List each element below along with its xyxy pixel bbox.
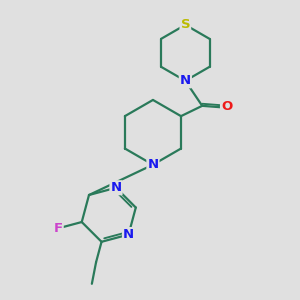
Text: N: N xyxy=(110,181,122,194)
Text: F: F xyxy=(54,222,63,235)
Text: N: N xyxy=(147,158,158,171)
Text: N: N xyxy=(123,228,134,241)
Text: N: N xyxy=(180,74,191,87)
Text: O: O xyxy=(221,100,232,113)
Text: S: S xyxy=(181,18,190,32)
